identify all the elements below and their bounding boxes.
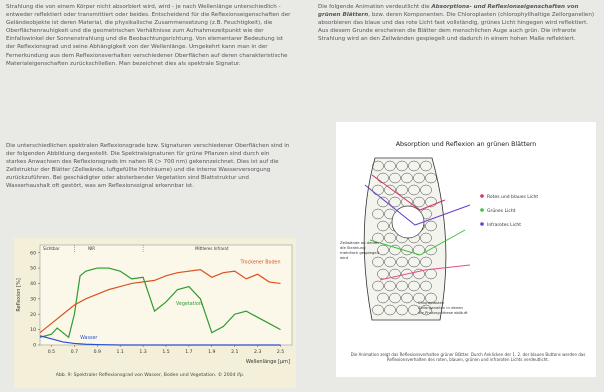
page: {"left": { "paragraphs": [ "Strahlung di… <box>0 0 604 392</box>
label-box: Zellwände an denen die Strahlung mehrfac… <box>340 240 380 280</box>
figures: Reflexion [%] Wellenlänge [µm] Abb. 9: S… <box>0 0 604 392</box>
legend-dot <box>480 194 484 198</box>
legend-label: Grünes Licht <box>487 208 516 214</box>
x-tick-label: 1.1 <box>117 349 124 355</box>
x-tick-label: 0.5 <box>48 349 55 355</box>
x-tick-label: 2.1 <box>231 349 238 355</box>
x-tick-label: 2.3 <box>254 349 261 355</box>
x-axis-label: Wellenlänge [µm] <box>246 359 290 365</box>
chloroplast-label: Chloroplasten Zellorganellen in denen di… <box>418 300 468 315</box>
x-tick-label: 1.7 <box>185 349 192 355</box>
y-tick-label: 50 <box>30 266 36 272</box>
region-label: Mittleres Infrarot <box>195 246 229 251</box>
document: Strahlung die von einem Körper nicht abs… <box>0 0 604 392</box>
x-tick-label: 1.5 <box>162 349 169 355</box>
legend-dot <box>480 222 484 226</box>
x-tick-label: 1.9 <box>208 349 215 355</box>
legend-label: Infrarotes Licht <box>487 222 521 228</box>
leaf-cross-section <box>364 158 446 320</box>
cell-wall-label: Zellwände an denen die Strahlung mehrfac… <box>340 240 380 260</box>
region-label: NIR <box>88 246 95 251</box>
figure-title: Absorption und Reflexion an grünen Blätt… <box>396 141 537 148</box>
y-tick-label: 40 <box>30 281 36 287</box>
legend-dot <box>480 208 484 212</box>
label-box: Chloroplasten Zellorganellen in denen di… <box>418 300 468 330</box>
region-label: Sichtbar <box>43 246 60 251</box>
y-tick-label: 0 <box>33 343 36 349</box>
series-label: Trockener Boden <box>240 259 281 265</box>
y-axis-label: Reflexion [%] <box>16 278 22 311</box>
x-tick-label: 0.9 <box>94 349 101 355</box>
caption-text: Abb. 9: Spektraler Reflexionsgrad von Wa… <box>56 371 244 378</box>
legend-label: Rotes und blaues Licht <box>487 194 538 200</box>
series-label: Wasser <box>80 335 97 341</box>
animation-caption: Die Animation zeigt das Reflexionsverhal… <box>340 352 596 362</box>
y-tick-label: 30 <box>30 296 36 302</box>
x-tick-label: 0.7 <box>71 349 78 355</box>
y-tick-label: 60 <box>30 250 36 256</box>
y-tick-label: 20 <box>30 312 36 318</box>
y-tick-label: 10 <box>30 327 36 333</box>
caption: Abb. 9: Spektraler Reflexionsgrad von Wa… <box>56 371 244 378</box>
label-box: Die Animation zeigt das Reflexionsverhal… <box>340 352 596 374</box>
x-tick-label: 1.3 <box>139 349 146 355</box>
series-label: Vegetation <box>176 301 202 307</box>
x-tick-label: 2.5 <box>277 349 284 355</box>
